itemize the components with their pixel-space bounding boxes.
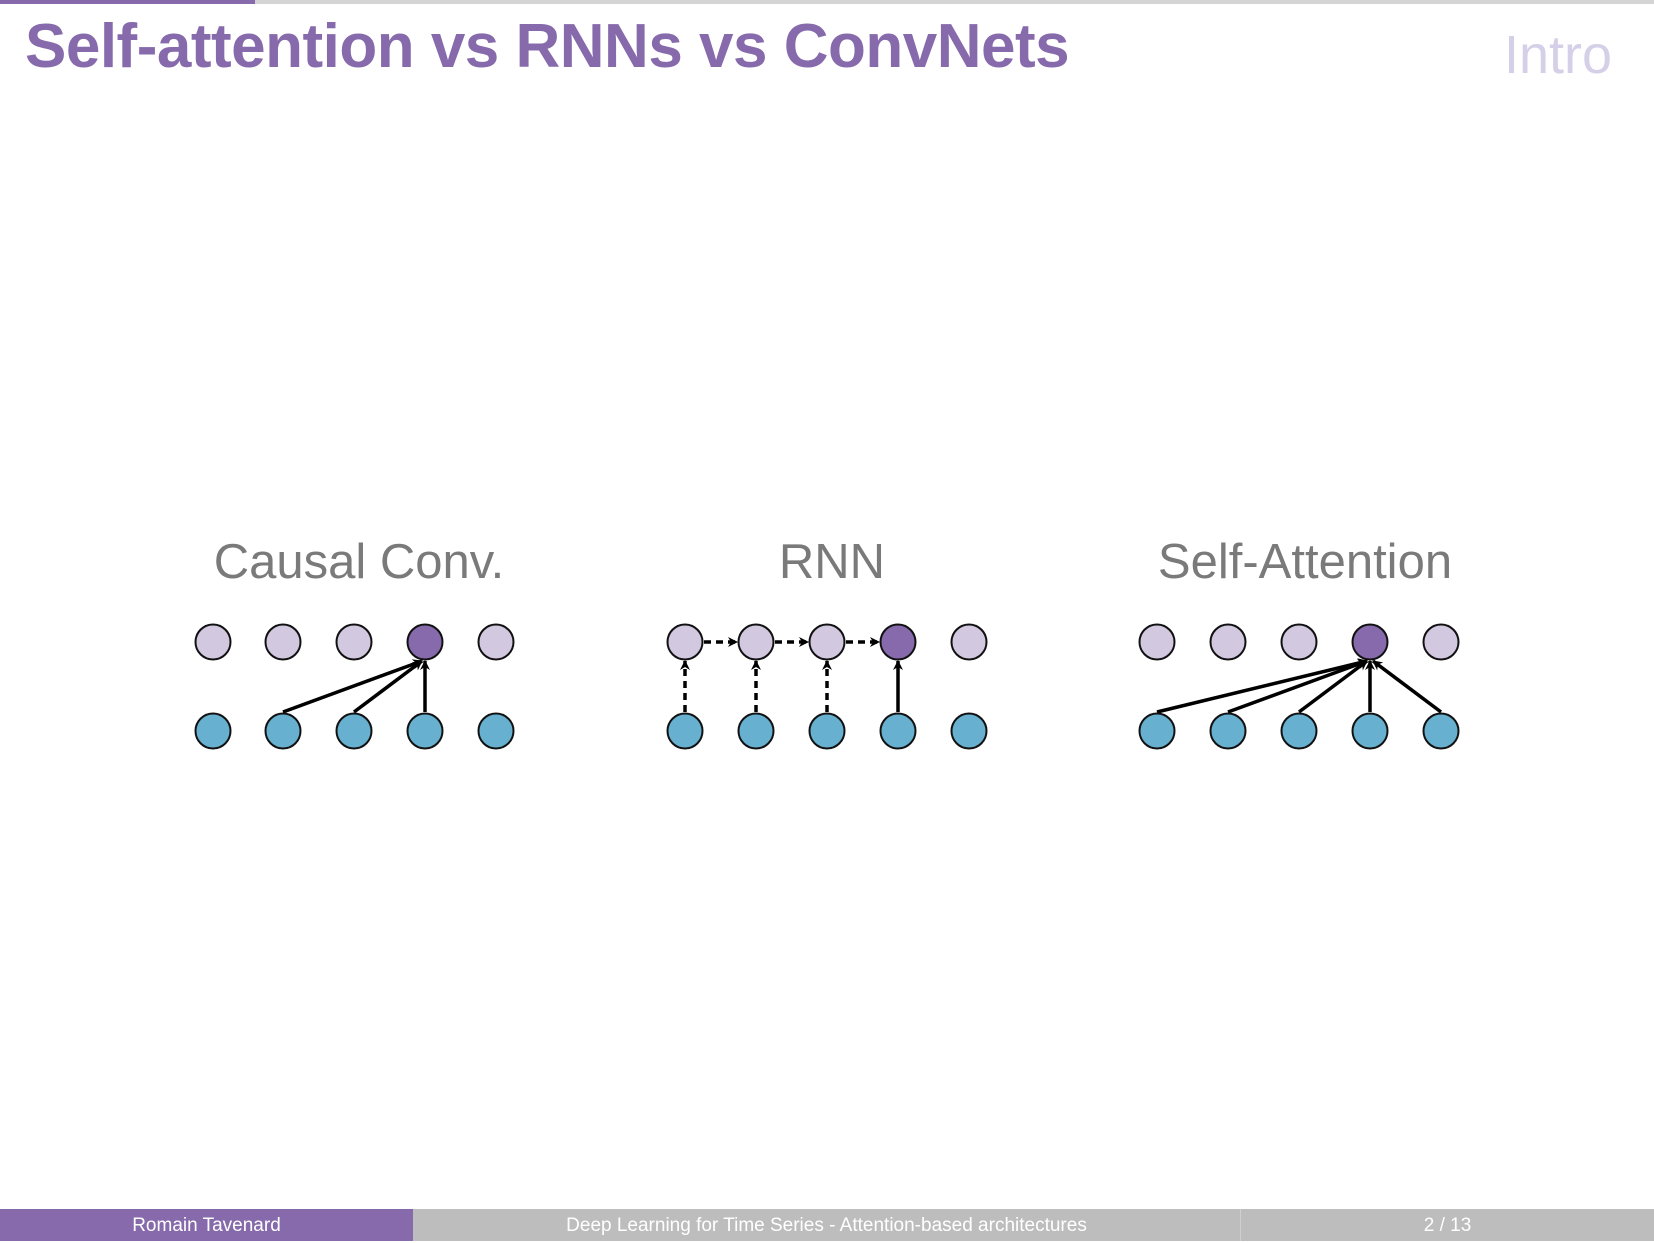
connection-arrow [1156, 658, 1368, 714]
input-node [879, 712, 917, 750]
comparison-diagram: Causal Conv. RNN Self- [194, 535, 1460, 750]
input-node [194, 712, 232, 750]
panel-label-self-attention: Self-Attention [1158, 535, 1452, 589]
input-node [335, 712, 373, 750]
hidden-node [335, 623, 373, 661]
hidden-node [264, 623, 302, 661]
footer-talk-title: Deep Learning for Time Series - Attentio… [413, 1209, 1241, 1241]
footer-page-number: 2 / 13 [1241, 1209, 1654, 1241]
input-node [406, 712, 444, 750]
input-node [1138, 712, 1176, 750]
connection-arrow [352, 659, 424, 714]
hidden-node [808, 623, 846, 661]
input-node [477, 712, 515, 750]
hidden-node [1209, 623, 1247, 661]
progress-fill [0, 0, 255, 4]
input-node [1209, 712, 1247, 750]
panel-label-causal-conv: Causal Conv. [214, 535, 505, 589]
panel-self-attention: Self-Attention [1138, 535, 1460, 750]
panel-causal-conv: Causal Conv. [194, 535, 515, 750]
section-name: Intro [1503, 25, 1612, 85]
slide-title: Self-attention vs RNNs vs ConvNets [25, 12, 1070, 81]
highlighted-output-node [1351, 623, 1389, 661]
input-node [1280, 712, 1318, 750]
panel-label-rnn: RNN [779, 535, 885, 589]
input-node [808, 712, 846, 750]
footer-author: Romain Tavenard [0, 1209, 413, 1241]
hidden-node [666, 623, 704, 661]
hidden-node [477, 623, 515, 661]
connection-arrow [1371, 659, 1443, 714]
connection-arrow [1297, 659, 1369, 714]
input-node [264, 712, 302, 750]
progress-track [0, 0, 1654, 4]
input-node [666, 712, 704, 750]
input-node [737, 712, 775, 750]
hidden-node [737, 623, 775, 661]
connection-arrow [1227, 659, 1368, 714]
footer-bar: Romain Tavenard Deep Learning for Time S… [0, 1209, 1654, 1241]
hidden-node [950, 623, 988, 661]
hidden-node [194, 623, 232, 661]
input-node [1351, 712, 1389, 750]
panel-rnn: RNN [666, 535, 988, 750]
input-node [1422, 712, 1460, 750]
input-node [950, 712, 988, 750]
connection-arrow [282, 659, 423, 714]
highlighted-output-node [406, 623, 444, 661]
hidden-node [1138, 623, 1176, 661]
highlighted-output-node [879, 623, 917, 661]
hidden-node [1422, 623, 1460, 661]
hidden-node [1280, 623, 1318, 661]
